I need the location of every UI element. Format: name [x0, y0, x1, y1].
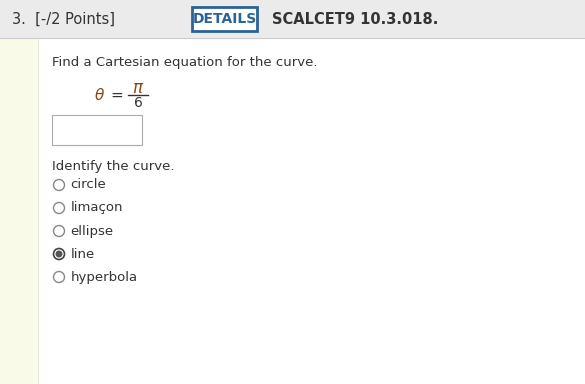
FancyBboxPatch shape: [192, 7, 257, 31]
Text: hyperbola: hyperbola: [71, 270, 137, 283]
Text: circle: circle: [71, 179, 106, 192]
Circle shape: [56, 250, 63, 258]
Text: line: line: [71, 248, 95, 260]
Text: $\pi$: $\pi$: [132, 79, 144, 97]
Text: $\theta$: $\theta$: [94, 87, 105, 103]
Text: SCALCET9 10.3.018.: SCALCET9 10.3.018.: [272, 12, 438, 26]
Text: 6: 6: [133, 96, 142, 110]
FancyBboxPatch shape: [52, 115, 142, 145]
Text: Identify the curve.: Identify the curve.: [52, 160, 174, 173]
Text: DETAILS: DETAILS: [192, 12, 257, 26]
Text: limaçon: limaçon: [71, 202, 123, 215]
Text: Find a Cartesian equation for the curve.: Find a Cartesian equation for the curve.: [52, 56, 318, 69]
FancyBboxPatch shape: [0, 0, 585, 38]
Text: 3.  [-/2 Points]: 3. [-/2 Points]: [12, 12, 115, 26]
Text: =: =: [110, 88, 123, 103]
Text: ellipse: ellipse: [71, 225, 113, 237]
FancyBboxPatch shape: [0, 38, 38, 384]
